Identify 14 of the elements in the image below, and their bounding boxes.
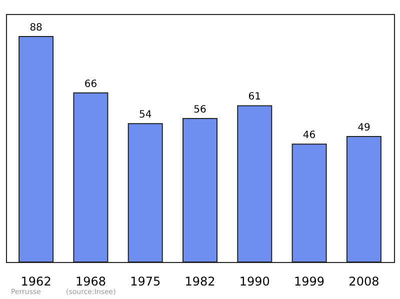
x-tick-label: 1962 xyxy=(20,274,52,288)
x-tick-label: 1999 xyxy=(294,274,325,288)
x-tick-label: 1968 xyxy=(75,274,106,288)
data-label: 54 xyxy=(138,110,152,121)
x-tick-label: 1982 xyxy=(184,274,216,288)
x-tick-label: 1990 xyxy=(239,274,270,288)
x-tick-label: 2008 xyxy=(348,274,380,288)
data-label: 56 xyxy=(194,104,206,116)
data-label: 66 xyxy=(84,78,98,90)
data-label: 46 xyxy=(302,130,316,142)
data-label: 49 xyxy=(358,122,370,134)
data-label: 88 xyxy=(30,22,42,34)
data-label: 61 xyxy=(248,92,262,103)
x-tick-label: 1975 xyxy=(130,274,161,288)
